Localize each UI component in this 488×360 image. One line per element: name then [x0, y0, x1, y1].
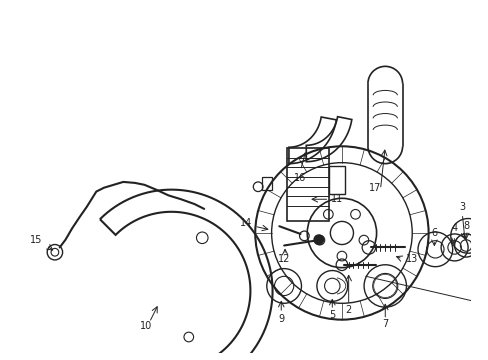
Text: 10: 10	[140, 321, 152, 332]
Text: 16: 16	[294, 173, 306, 183]
Text: 13: 13	[405, 254, 418, 264]
Text: 15: 15	[30, 235, 43, 245]
Text: 7: 7	[381, 319, 387, 329]
Text: 17: 17	[369, 183, 381, 193]
Text: 5: 5	[328, 310, 335, 320]
Text: 2: 2	[345, 305, 351, 315]
Text: 11: 11	[330, 194, 343, 204]
Text: 1: 1	[487, 300, 488, 310]
Text: 4: 4	[450, 223, 457, 233]
Text: 14: 14	[239, 219, 251, 228]
Text: 9: 9	[278, 314, 284, 324]
Text: 8: 8	[462, 221, 468, 231]
Circle shape	[313, 235, 323, 244]
Text: 12: 12	[277, 254, 290, 264]
Text: 6: 6	[430, 228, 437, 238]
Text: 3: 3	[458, 202, 465, 212]
